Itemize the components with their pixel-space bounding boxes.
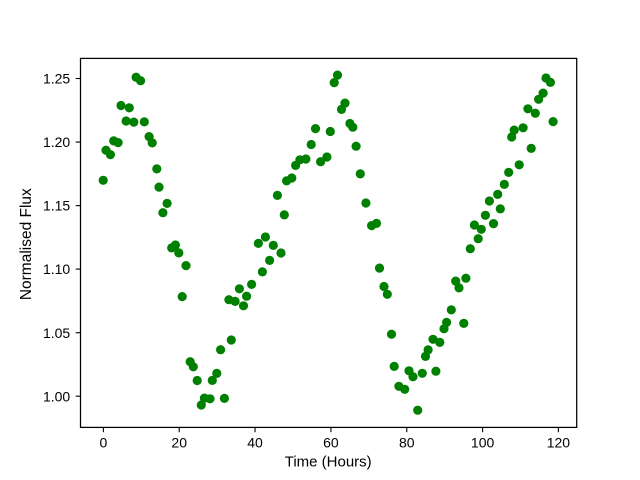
svg-text:40: 40	[247, 435, 263, 451]
svg-text:1.05: 1.05	[43, 325, 70, 341]
svg-text:100: 100	[471, 435, 495, 451]
svg-text:80: 80	[399, 435, 415, 451]
svg-text:1.15: 1.15	[43, 198, 70, 214]
svg-text:0: 0	[100, 435, 108, 451]
svg-text:1.00: 1.00	[43, 388, 70, 404]
svg-text:20: 20	[171, 435, 187, 451]
svg-text:1.20: 1.20	[43, 134, 70, 150]
svg-text:Normalised Flux: Normalised Flux	[18, 188, 35, 300]
svg-text:1.25: 1.25	[43, 71, 70, 87]
svg-text:1.10: 1.10	[43, 261, 70, 277]
svg-text:60: 60	[323, 435, 339, 451]
svg-text:Time (Hours): Time (Hours)	[285, 454, 372, 471]
svg-text:120: 120	[547, 435, 571, 451]
